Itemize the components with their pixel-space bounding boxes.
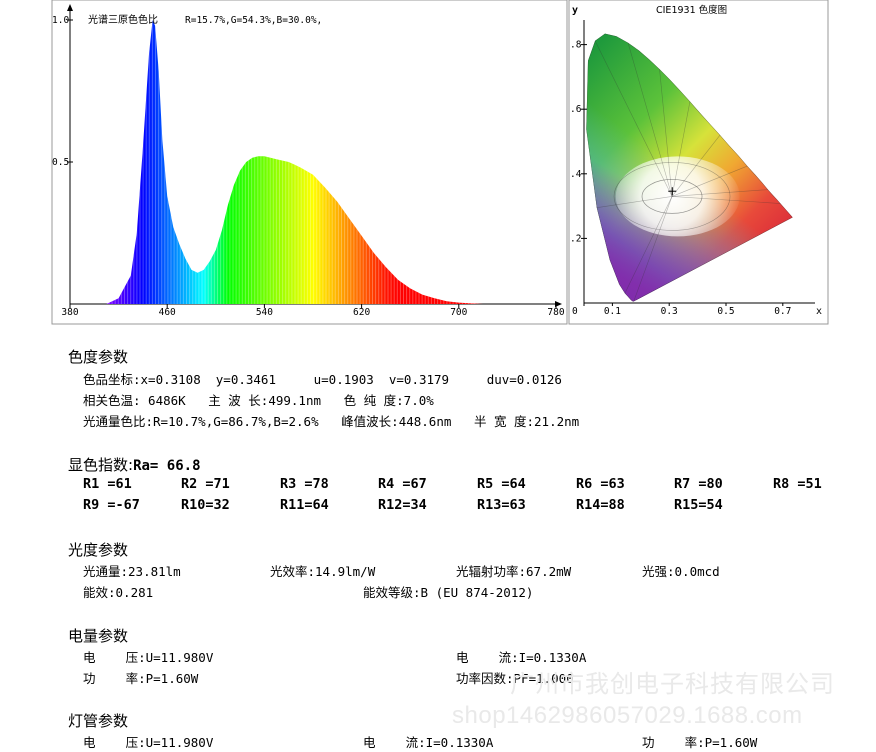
cri-value: R1 =61	[83, 476, 132, 492]
elec-power-factor: 功率因数:PF=1.000	[456, 671, 574, 686]
elec-current: 电 流:I=0.1330A	[456, 650, 587, 665]
spectrum-x-tick-label: 620	[353, 307, 370, 318]
cri-value: R7 =80	[674, 476, 723, 492]
spectrum-y-tick-label: 1.0	[52, 15, 69, 26]
cie-y-ticks: .2 .4 .6 .8	[570, 40, 587, 244]
chroma-line-2: 相关色温: 6486K 主 波 长:499.1nm 色 纯 度:7.0%	[83, 393, 434, 408]
cri-ra: Ra= 66.8	[133, 458, 201, 474]
cie-x-tick-label: 0.5	[717, 306, 734, 317]
spectrum-x-tick-label: 380	[61, 307, 78, 318]
cri-value: R12=34	[378, 497, 427, 513]
spectrum-curve	[106, 20, 484, 304]
photo-section-title: 光度参数	[68, 541, 129, 559]
cie-x-ticks: 0 0.1 0.3 0.5 0.7	[572, 303, 791, 317]
spectrum-x-tick-label: 460	[159, 307, 176, 318]
cri-value: R2 =71	[181, 476, 230, 492]
lamp-power: 功 率:P=1.60W	[642, 735, 758, 750]
spectrum-y-ticks: 0.5 1.0	[52, 15, 73, 168]
cri-value: R10=32	[181, 497, 230, 513]
lamp-current: 电 流:I=0.1330A	[363, 735, 494, 750]
elec-voltage: 电 压:U=11.980V	[83, 650, 214, 665]
cri-value: R5 =64	[477, 476, 526, 492]
cie-region-lines	[586, 33, 793, 302]
cie-y-tick-label: .6	[570, 104, 582, 115]
spectrum-x-tick-label: 780	[547, 307, 564, 318]
photo-radiant-power: 光辐射功率:67.2mW	[456, 564, 572, 579]
photo-efficacy: 光效率:14.9lm/W	[270, 564, 376, 579]
cie-x-tick-label: 0.3	[661, 306, 678, 317]
cri-section-title: 显色指数:Ra= 66.8	[68, 454, 201, 475]
cri-value: R11=64	[280, 497, 329, 513]
watermark-company: 广州市我创电子科技有限公司	[510, 671, 835, 698]
spectrum-y-tick-label: 0.5	[52, 157, 69, 168]
cie-chart: .2 .4 .6 .8 0 0.1 0.3 0.5 0.7 y x CIE1931 色度图	[568, 0, 829, 325]
spectrum-chart: 0.5 1.0 380 460 540 620 700 780 光谱三原色色比 R=15.7…	[51, 0, 568, 325]
cri-value: R14=88	[576, 497, 625, 513]
cri-value: R9 =-67	[83, 497, 140, 513]
spectrum-x-tick-label: 700	[450, 307, 467, 318]
cri-value: R15=54	[674, 497, 723, 513]
cri-value: R4 =67	[378, 476, 427, 492]
chroma-line-1: 色品坐标:x=0.3108 y=0.3461 u=0.1903 v=0.3179…	[83, 372, 562, 387]
photo-intensity: 光强:0.0mcd	[642, 564, 720, 579]
cie-x-tick-label: 0	[572, 306, 578, 317]
lamp-section-title: 灯管参数	[68, 712, 129, 730]
cie-x-label: x	[816, 306, 822, 317]
spectrum-y-arrow	[67, 4, 73, 11]
cie-x-tick-label: 0.1	[604, 306, 621, 317]
spectrum-rgb-ratio: R=15.7%,G=54.3%,B=30.0%,	[185, 15, 322, 26]
spectrum-x-tick-label: 540	[256, 307, 273, 318]
watermark-shop-url: shop1462986057029.1688.com	[452, 702, 803, 729]
elec-power: 功 率:P=1.60W	[83, 671, 199, 686]
cie-y-tick-label: .8	[570, 40, 582, 51]
cri-title: 显色指数:	[68, 456, 134, 474]
cie-y-label: y	[572, 5, 578, 16]
cie-y-tick-label: .4	[570, 169, 582, 180]
cie-title: CIE1931 色度图	[656, 4, 727, 16]
cri-value: R6 =63	[576, 476, 625, 492]
spectrum-x-ticks: 380 460 540 620 700 780	[61, 304, 565, 318]
charts-area: 0.5 1.0 380 460 540 620 700 780 光谱三原色色比 R=15.7…	[51, 0, 829, 325]
cie-y-tick-label: .2	[570, 233, 581, 244]
cie-x-tick-label: 0.7	[774, 306, 791, 317]
cri-value: R3 =78	[280, 476, 329, 492]
chroma-line-3: 光通量色比:R=10.7%,G=86.7%,B=2.6% 峰值波长:448.6n…	[83, 414, 580, 429]
lamp-voltage: 电 压:U=11.980V	[83, 735, 214, 750]
photo-energy-class: 能效等级:B (EU 874-2012)	[363, 585, 534, 600]
spectrum-title: 光谱三原色色比	[88, 13, 158, 26]
cri-value: R8 =51	[773, 476, 822, 492]
photo-flux: 光通量:23.81lm	[83, 564, 181, 579]
elec-section-title: 电量参数	[68, 627, 129, 645]
chroma-section-title: 色度参数	[68, 348, 129, 366]
photo-energy-efficiency: 能效:0.281	[83, 585, 154, 600]
cri-value: R13=63	[477, 497, 526, 513]
cie-point	[668, 187, 677, 196]
spectrum-x-arrow	[555, 301, 562, 307]
